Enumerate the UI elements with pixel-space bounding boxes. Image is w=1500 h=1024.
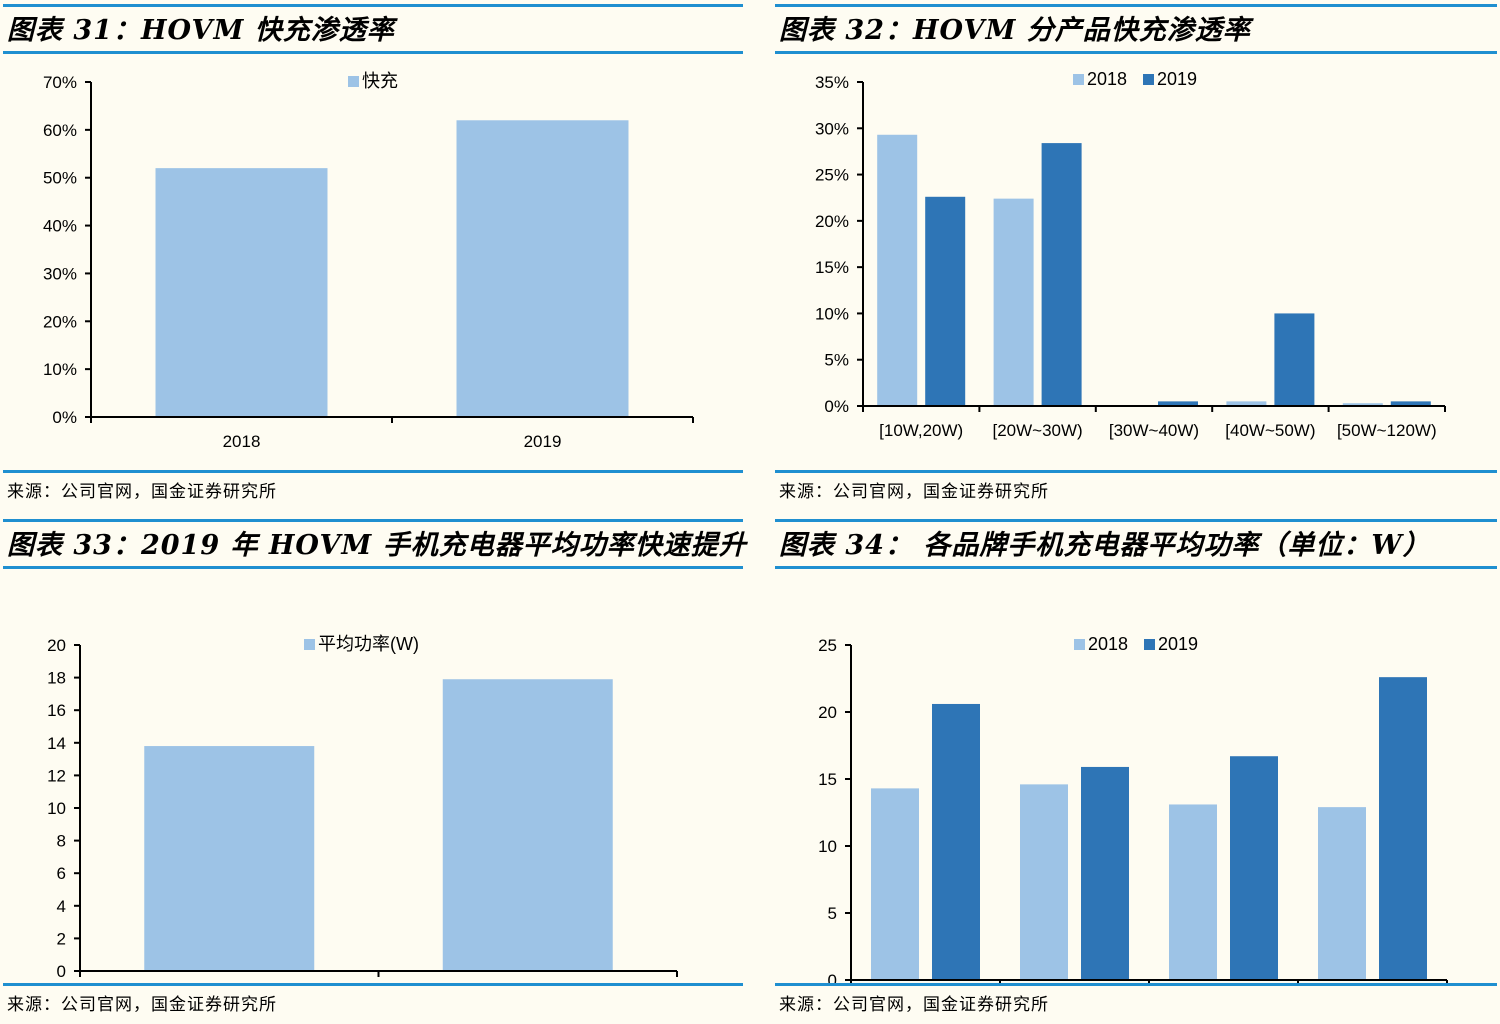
- bar-2019-oppo: [1081, 766, 1129, 980]
- panel-header: 图表 33：2019 年 HOVM 手机充电器平均功率快速提升: [3, 519, 746, 569]
- bar-2018-[20W~30W): [993, 198, 1034, 406]
- y-tick-label: 60%: [43, 121, 77, 140]
- y-tick-label: 20%: [815, 212, 849, 231]
- chart-svg: [10W,20W) [20W~30W) [30W~40W) [40W~50W) [50W…: [815, 69, 1446, 440]
- bar-2019-[50W~120W): [1390, 401, 1431, 406]
- source-note: 来源：公司官网，国金证券研究所: [3, 983, 743, 1018]
- legend-swatch: [1143, 74, 1154, 85]
- y-tick-label: 6: [57, 864, 66, 883]
- source-text: 来源：公司官网，国金证券研究所: [779, 995, 1049, 1015]
- y-tick-label: 15%: [815, 258, 849, 277]
- bar-2018-vivo: [1169, 804, 1217, 980]
- y-tick-label: 10: [818, 837, 837, 856]
- y-tick-label: 70%: [43, 73, 77, 92]
- y-tick-label: 10: [47, 799, 66, 818]
- x-tick-label: [40W~50W): [1225, 421, 1315, 440]
- bar-2018-小米: [1318, 807, 1366, 980]
- bar-2019-华为: [932, 703, 980, 980]
- y-tick-label: 16: [47, 701, 66, 720]
- bar-2018-[50W~120W): [1342, 403, 1383, 406]
- bar-2019-[40W~50W): [1274, 313, 1315, 406]
- y-tick-label: 12: [47, 766, 66, 785]
- source-note: 来源：公司官网，国金证券研究所: [775, 470, 1497, 505]
- chart-panel-34: 图表 34： 各品牌手机充电器平均功率（单位：W） 华为oppovivo小米05…: [775, 515, 1497, 1024]
- legend-swatch: [348, 76, 359, 87]
- x-tick-label: 2019: [524, 432, 562, 451]
- y-tick-label: 20: [47, 636, 66, 655]
- bar-2019-[10W,20W): [925, 196, 966, 406]
- bar-2019-[30W~40W): [1158, 401, 1198, 406]
- y-tick-label: 50%: [43, 169, 77, 188]
- x-tick-label: [30W~40W): [1109, 421, 1199, 440]
- bar-2018-[40W~50W): [1226, 401, 1267, 406]
- legend-label: 2019: [1157, 69, 1197, 89]
- x-tick-label: [50W~120W): [1337, 421, 1437, 440]
- y-tick-label: 2: [57, 929, 66, 948]
- chart-svg: 2018 2019 0% 10% 20% 30% 40% 50% 60% 70% 快充: [43, 71, 694, 451]
- chart-panel-31: 图表 31：HOVM 快充渗透率 2018 2019 0% 10% 20% 30% 40% 5…: [3, 0, 743, 512]
- y-tick-label: 20%: [43, 312, 77, 331]
- y-tick-label: 14: [47, 734, 66, 753]
- y-tick-label: 18: [47, 669, 66, 688]
- chart-title: 图表 32：HOVM 分产品快充渗透率: [779, 15, 1251, 46]
- bar-2019-vivo: [1230, 756, 1278, 980]
- y-tick-label: 20: [818, 703, 837, 722]
- y-tick-label: 10%: [43, 360, 77, 379]
- bar-2018-华为: [871, 788, 919, 980]
- y-tick-label: 5: [828, 904, 837, 923]
- bar-快充-2018: [155, 168, 328, 417]
- chart-svg: 2018201902468101214161820平均功率(W): [47, 634, 678, 981]
- y-tick-label: 4: [57, 897, 66, 916]
- bar-快充-2019: [456, 120, 629, 418]
- chart-panel-32: 图表 32：HOVM 分产品快充渗透率 [10W,20W) [20W~30W) [3…: [775, 0, 1497, 512]
- y-tick-label: 5%: [824, 351, 849, 370]
- legend-swatch: [1144, 639, 1155, 650]
- source-text: 来源：公司官网，国金证券研究所: [779, 482, 1049, 502]
- y-tick-label: 0: [57, 962, 66, 981]
- source-text: 来源：公司官网，国金证券研究所: [7, 995, 277, 1015]
- y-tick-label: 10%: [815, 304, 849, 323]
- x-tick-label: [10W,20W): [879, 421, 963, 440]
- bar-2019-小米: [1379, 677, 1427, 980]
- x-tick-label: 2018: [223, 432, 261, 451]
- legend-label: 快充: [362, 71, 398, 91]
- y-tick-label: 25: [818, 636, 837, 655]
- bar-2018-oppo: [1020, 784, 1068, 980]
- y-tick-label: 0%: [52, 408, 77, 427]
- panel-header: 图表 34： 各品牌手机充电器平均功率（单位：W）: [775, 519, 1497, 569]
- legend-swatch: [304, 639, 315, 650]
- chart-panel-33: 图表 33：2019 年 HOVM 手机充电器平均功率快速提升 20182019…: [3, 515, 746, 1024]
- y-tick-label: 15: [818, 770, 837, 789]
- source-text: 来源：公司官网，国金证券研究所: [7, 482, 277, 502]
- chart-title: 图表 34： 各品牌手机充电器平均功率（单位：W）: [779, 530, 1431, 561]
- x-tick-label: [20W~30W): [992, 421, 1082, 440]
- y-tick-label: 30%: [43, 264, 77, 283]
- y-tick-label: 30%: [815, 119, 849, 138]
- legend-label: 平均功率(W): [318, 634, 419, 654]
- y-tick-label: 0: [828, 971, 837, 983]
- source-note: 来源：公司官网，国金证券研究所: [775, 983, 1497, 1018]
- chart-title: 图表 31：HOVM 快充渗透率: [7, 15, 395, 46]
- legend-swatch: [1073, 74, 1084, 85]
- chart-svg: 华为oppovivo小米051015202520182019: [818, 634, 1448, 983]
- panel-header: 图表 32：HOVM 分产品快充渗透率: [775, 4, 1497, 54]
- bar-2019-[20W~30W): [1041, 143, 1082, 406]
- source-note: 来源：公司官网，国金证券研究所: [3, 470, 743, 505]
- bar-平均功率(W)-2019: [442, 679, 613, 971]
- y-tick-label: 25%: [815, 166, 849, 185]
- legend-label: 2018: [1088, 634, 1128, 654]
- y-tick-label: 35%: [815, 73, 849, 92]
- legend-label: 2018: [1087, 69, 1127, 89]
- bar-平均功率(W)-2018: [144, 746, 315, 971]
- y-tick-label: 0%: [824, 397, 849, 416]
- legend-label: 2019: [1158, 634, 1198, 654]
- y-tick-label: 8: [57, 832, 66, 851]
- panel-header: 图表 31：HOVM 快充渗透率: [3, 4, 743, 54]
- legend-swatch: [1074, 639, 1085, 650]
- y-tick-label: 40%: [43, 217, 77, 236]
- bar-2018-[10W,20W): [877, 134, 918, 406]
- chart-title: 图表 33：2019 年 HOVM 手机充电器平均功率快速提升: [7, 530, 747, 561]
